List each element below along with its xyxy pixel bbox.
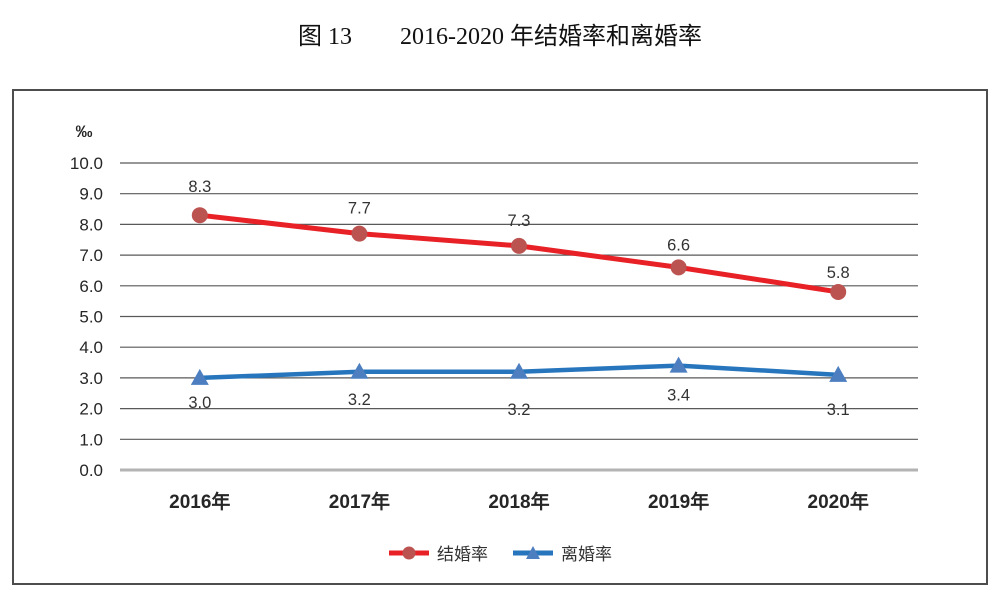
chart-legend: 结婚率 离婚率	[14, 540, 986, 565]
data-label: 3.2	[508, 401, 531, 419]
y-tick-label: 2.0	[79, 400, 103, 419]
x-tick-label: 2017年	[329, 490, 390, 513]
x-tick-label: 2019年	[648, 490, 709, 513]
x-tick-label: 2016年	[169, 490, 230, 513]
data-label: 3.1	[827, 401, 850, 419]
y-tick-label: 10.0	[70, 154, 103, 173]
data-point	[350, 362, 369, 379]
chart-canvas: 0.0 1.0 2.0 3.0 4.0 5.0 6.0 7.0 8.0 9.0 10.0 ‰ 2016年…	[70, 122, 918, 513]
x-tick-label: 2018年	[488, 490, 549, 513]
data-point	[511, 237, 527, 254]
y-tick-label: 9.0	[79, 185, 103, 204]
data-point	[510, 362, 528, 379]
data-label: 7.7	[348, 200, 371, 218]
legend-line-triangle-icon	[513, 545, 553, 559]
data-label: 3.4	[667, 387, 690, 405]
data-label: 5.8	[827, 264, 850, 282]
data-label: 3.0	[188, 394, 211, 412]
y-axis-unit-label: ‰	[76, 122, 93, 141]
y-tick-label: 3.0	[79, 369, 103, 388]
data-label: 8.3	[188, 178, 211, 196]
y-tick-label: 0.0	[79, 461, 103, 480]
legend-item-结婚率: 结婚率	[388, 540, 488, 565]
data-point	[190, 368, 209, 385]
y-tick-label: 6.0	[79, 277, 103, 296]
data-point	[669, 356, 688, 373]
legend-label: 结婚率	[437, 545, 488, 564]
legend-line-circle-icon	[389, 546, 429, 559]
data-point	[351, 225, 368, 242]
data-label: 6.6	[667, 236, 690, 254]
data-label: 7.3	[508, 212, 531, 230]
x-tick-label: 2020年	[808, 490, 869, 513]
data-label: 3.2	[348, 391, 371, 409]
y-tick-label: 8.0	[79, 215, 103, 234]
y-tick-label: 4.0	[79, 338, 103, 357]
chart-frame: 0.0 1.0 2.0 3.0 4.0 5.0 6.0 7.0 8.0 9.0 10.0 ‰ 2016年…	[12, 89, 988, 585]
y-tick-label: 1.0	[79, 430, 103, 449]
data-point	[830, 283, 847, 300]
data-point	[829, 365, 848, 382]
y-tick-label: 5.0	[79, 308, 103, 327]
data-point	[191, 207, 208, 224]
y-tick-label: 7.0	[79, 246, 103, 265]
figure-title: 图 13 2016-2020 年结婚率和离婚率	[298, 24, 702, 50]
data-point	[670, 259, 687, 276]
legend-item-离婚率: 离婚率	[512, 540, 612, 565]
legend-label: 离婚率	[561, 545, 612, 564]
